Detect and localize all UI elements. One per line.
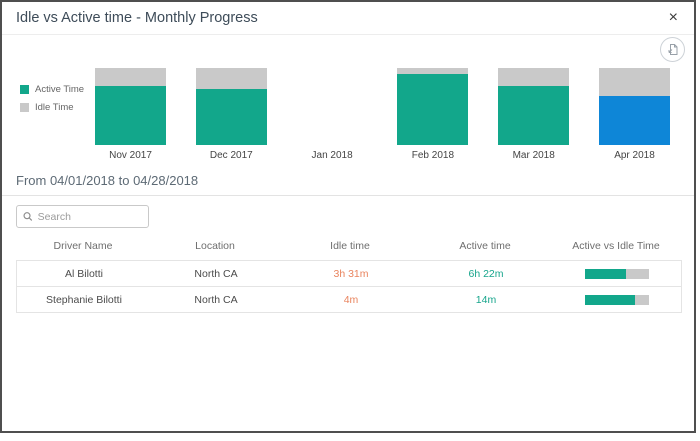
driver-table: Al Bilotti North CA 3h 31m 6h 22m Stephanie … — [16, 260, 682, 313]
idle-time-segment — [397, 68, 469, 75]
active-vs-idle-cell — [551, 294, 683, 305]
month-bar-mar-2018[interactable] — [498, 60, 570, 145]
location-cell: North CA — [194, 267, 238, 280]
driver-name-cell: Stephanie Bilotti — [46, 293, 122, 306]
active-vs-idle-progress-bar — [585, 268, 649, 279]
active-vs-idle-progress-bar — [585, 294, 649, 305]
dialog-title: Idle vs Active time - Monthly Progress — [16, 10, 258, 26]
month-bar-apr-2018[interactable] — [598, 60, 670, 145]
column-header-idle-time: Idle time — [330, 240, 370, 252]
search-icon — [23, 212, 33, 221]
active-time-segment — [95, 85, 166, 145]
active-time-swatch — [20, 85, 29, 94]
month-label: Feb 2018 — [411, 150, 455, 161]
month-label: Nov 2017 — [109, 150, 152, 161]
progress-fill — [585, 268, 626, 279]
month-label: Apr 2018 — [614, 150, 655, 161]
month-label: Dec 2017 — [209, 150, 253, 161]
legend-label: Active Time — [35, 84, 85, 95]
month-slot: Nov 2017 — [95, 60, 166, 162]
close-icon[interactable]: × — [665, 7, 682, 29]
active-time-segment-selected — [598, 95, 670, 145]
legend-label: Idle Time — [35, 102, 74, 113]
period-heading: From 04/01/2018 to 04/28/2018 — [16, 173, 199, 188]
table-header: Driver Name Location Idle time Active ti… — [16, 240, 682, 252]
month-label: Mar 2018 — [512, 150, 555, 161]
month-slot: Apr 2018 — [598, 60, 670, 162]
table-row[interactable]: Al Bilotti North CA 3h 31m 6h 22m — [16, 260, 682, 287]
location-cell: North CA — [194, 293, 238, 306]
stacked-bar-chart: Nov 2017 Dec 2017 Jan 2018 Feb 2018 Mar 2018… — [95, 60, 670, 162]
divider — [2, 195, 694, 196]
month-bar-dec-2017[interactable] — [195, 60, 267, 145]
search-input[interactable] — [37, 210, 142, 223]
table-row[interactable]: Stephanie Bilotti North CA 4m 14m — [16, 286, 682, 313]
month-label: Jan 2018 — [311, 150, 353, 161]
active-time-cell: 6h 22m — [468, 267, 504, 280]
month-slot: Mar 2018 — [498, 60, 570, 162]
legend-item-idle-time[interactable]: Idle Time — [20, 102, 84, 113]
driver-name-cell: Al Bilotti — [65, 267, 103, 280]
idle-time-cell: 3h 31m — [333, 267, 369, 280]
idle-time-segment — [498, 68, 570, 86]
progress-fill — [585, 294, 635, 305]
idle-time-segment — [598, 68, 670, 96]
idle-time-cell: 4m — [343, 293, 359, 306]
month-bar-jan-2018[interactable] — [297, 60, 368, 145]
legend-item-active-time[interactable]: Active Time — [20, 84, 84, 95]
export-report-button[interactable] — [660, 37, 685, 62]
search-box — [16, 205, 149, 228]
active-time-segment — [498, 85, 570, 145]
active-time-segment — [195, 88, 267, 145]
idle-time-segment — [95, 68, 166, 86]
month-slot: Feb 2018 — [397, 60, 469, 162]
month-bar-feb-2018[interactable] — [397, 60, 469, 145]
idle-time-segment — [195, 68, 267, 89]
column-header-location: Location — [195, 240, 235, 252]
column-header-driver-name: Driver Name — [53, 240, 113, 252]
chart-legend: Active Time Idle Time — [20, 84, 84, 120]
month-bar-nov-2017[interactable] — [95, 60, 166, 145]
idle-time-swatch — [20, 103, 29, 112]
dialog-header: Idle vs Active time - Monthly Progress × — [2, 2, 694, 35]
active-vs-idle-cell — [551, 268, 683, 279]
export-document-icon — [668, 44, 677, 55]
month-slot: Jan 2018 — [297, 60, 368, 162]
active-time-segment — [397, 74, 469, 145]
column-header-active-vs-idle: Active vs Idle Time — [572, 240, 660, 252]
column-header-active-time: Active time — [459, 240, 511, 252]
monthly-progress-dialog: Idle vs Active time - Monthly Progress ×… — [0, 0, 696, 433]
active-time-cell: 14m — [475, 293, 497, 306]
month-slot: Dec 2017 — [195, 60, 267, 162]
